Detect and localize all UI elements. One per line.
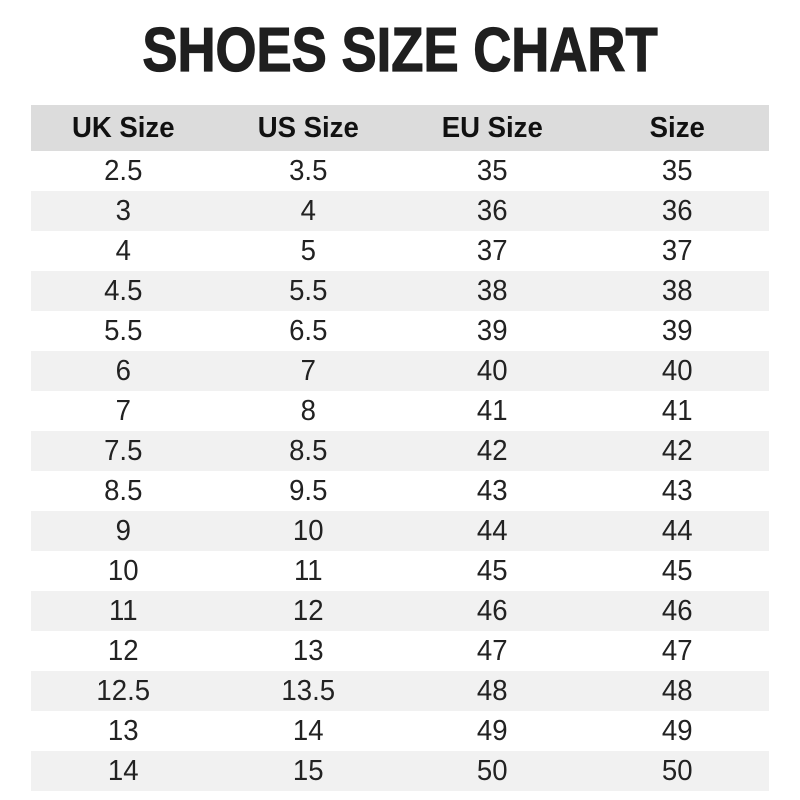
header-us-size: US Size [257,111,359,144]
table-row: 4.5 5.5 38 38 [31,271,769,311]
size-cell: 11 [293,554,323,587]
size-cell: 35 [476,154,508,187]
size-cell: 50 [661,754,693,787]
size-cell: 47 [476,634,508,667]
table-row: 4 5 37 37 [31,231,769,271]
size-cell: 3.5 [288,154,327,187]
size-cell: 9 [115,514,131,547]
size-cell: 10 [292,514,324,547]
size-cell: 4.5 [104,274,143,307]
size-cell: 35 [661,154,693,187]
size-cell: 13 [107,714,139,747]
size-cell: 42 [476,434,508,467]
table-row: 11 12 46 46 [31,591,769,631]
size-cell: 47 [661,634,693,667]
table-row: 12 13 47 47 [31,631,769,671]
size-cell: 41 [661,394,693,427]
size-cell: 7.5 [104,434,143,467]
size-cell: 40 [476,354,508,387]
size-cell: 4 [115,234,131,267]
size-cell: 9.5 [288,474,327,507]
size-cell: 44 [661,514,693,547]
size-cell: 6.5 [288,314,327,347]
size-cell: 49 [476,714,508,747]
size-cell: 46 [476,594,508,627]
size-cell: 13.5 [280,674,335,707]
size-cell: 12 [292,594,324,627]
table-row: 14 15 50 50 [31,751,769,791]
page-title: SHOES SIZE CHART [142,16,658,85]
size-cell: 42 [661,434,693,467]
size-cell: 48 [476,674,508,707]
size-cell: 7 [115,394,131,427]
header-size: Size [649,111,705,144]
size-cell: 3 [115,194,131,227]
size-cell: 37 [476,234,508,267]
size-cell: 37 [661,234,693,267]
size-cell: 14 [292,714,324,747]
table-body: 2.5 3.5 35 35 3 4 36 36 4 5 37 37 4.5 5.5 38 38 5.5 6.5 39… [31,151,769,791]
size-cell: 50 [476,754,508,787]
size-cell: 48 [661,674,693,707]
table-row: 7.5 8.5 42 42 [31,431,769,471]
size-cell: 4 [300,194,316,227]
size-cell: 15 [292,754,324,787]
table-row: 8.5 9.5 43 43 [31,471,769,511]
header-eu-size: EU Size [441,111,543,144]
table-row: 13 14 49 49 [31,711,769,751]
size-cell: 5.5 [288,274,327,307]
size-cell: 6 [115,354,131,387]
size-cell: 39 [476,314,508,347]
table-row: 2.5 3.5 35 35 [31,151,769,191]
size-cell: 5 [300,234,316,267]
size-cell: 45 [661,554,693,587]
size-cell: 39 [661,314,693,347]
size-cell: 40 [661,354,693,387]
size-cell: 11 [108,594,138,627]
size-cell: 38 [476,274,508,307]
table-row: 6 7 40 40 [31,351,769,391]
size-cell: 2.5 [104,154,143,187]
size-cell: 12.5 [96,674,151,707]
size-cell: 8 [300,394,316,427]
size-cell: 8.5 [288,434,327,467]
size-cell: 8.5 [104,474,143,507]
table-row: 10 11 45 45 [31,551,769,591]
size-cell: 7 [300,354,316,387]
size-cell: 5.5 [104,314,143,347]
size-cell: 46 [661,594,693,627]
table-row: 12.5 13.5 48 48 [31,671,769,711]
size-cell: 45 [476,554,508,587]
table-row: 3 4 36 36 [31,191,769,231]
size-cell: 12 [107,634,139,667]
table-row: 5.5 6.5 39 39 [31,311,769,351]
size-cell: 14 [107,754,139,787]
size-cell: 44 [476,514,508,547]
size-cell: 41 [476,394,508,427]
header-uk-size: UK Size [71,111,175,144]
size-cell: 36 [476,194,508,227]
size-cell: 43 [661,474,693,507]
table-header-row: UK Size US Size EU Size Size [31,105,769,151]
table-row: 7 8 41 41 [31,391,769,431]
size-chart-table: UK Size US Size EU Size Size 2.5 3.5 35 35 3… [31,105,769,791]
size-cell: 10 [107,554,139,587]
table-row: 9 10 44 44 [31,511,769,551]
size-cell: 13 [292,634,324,667]
size-cell: 49 [661,714,693,747]
size-cell: 36 [661,194,693,227]
size-cell: 38 [661,274,693,307]
size-cell: 43 [476,474,508,507]
